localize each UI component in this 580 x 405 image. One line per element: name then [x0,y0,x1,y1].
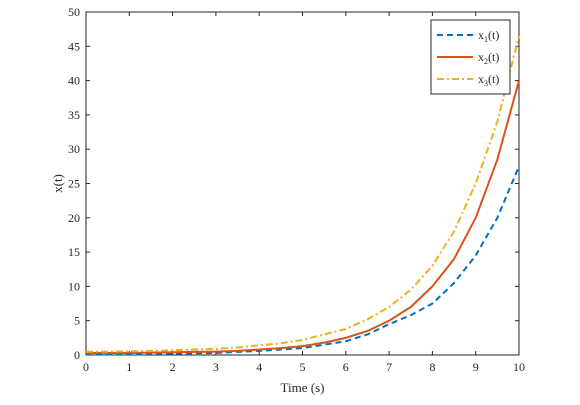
y-tick-label: 30 [68,142,80,156]
y-axis-label: x(t) [50,174,65,193]
x-tick-label: 8 [429,360,435,374]
legend: x1(t) x2(t) x3(t) [430,19,511,95]
x-axis-label: Time (s) [281,380,325,395]
x-tick-label: 2 [170,360,176,374]
y-tick-label: 0 [74,348,80,362]
y-tick-label: 40 [68,74,80,88]
series-line-2 [86,80,520,354]
y-tick-label: 35 [68,108,80,122]
legend-label-2: x2(t) [478,50,499,66]
x-tick-label: 6 [343,360,349,374]
legend-label-3: x3(t) [478,72,499,88]
y-tick-label: 5 [74,314,80,328]
y-tick-label: 15 [68,245,80,259]
x-tick-label: 9 [473,360,479,374]
y-tick-label: 10 [68,279,80,293]
series-line-1 [86,165,520,356]
y-tick-label: 50 [68,5,80,19]
x-tick-label: 7 [386,360,392,374]
y-tick-label: 45 [68,39,80,53]
x-tick-label: 0 [83,360,89,374]
x-tick-label: 5 [300,360,306,374]
x-tick-label: 1 [126,360,132,374]
series-lines [86,35,520,356]
x-tick-label: 4 [256,360,262,374]
x-tick-label: 3 [213,360,219,374]
x-tick-label: 10 [513,360,525,374]
y-tick-label: 20 [68,211,80,225]
y-tick-label: 25 [68,177,80,191]
legend-label-1: x1(t) [478,28,499,44]
